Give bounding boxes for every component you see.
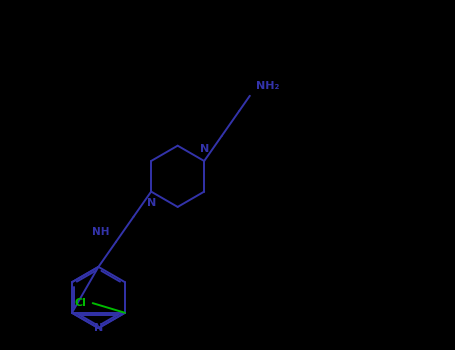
Text: N: N [147, 198, 156, 208]
Text: NH: NH [92, 228, 110, 237]
Text: Cl: Cl [74, 298, 86, 308]
Text: N: N [200, 145, 209, 154]
Text: N: N [94, 323, 103, 333]
Text: NH₂: NH₂ [257, 82, 280, 91]
